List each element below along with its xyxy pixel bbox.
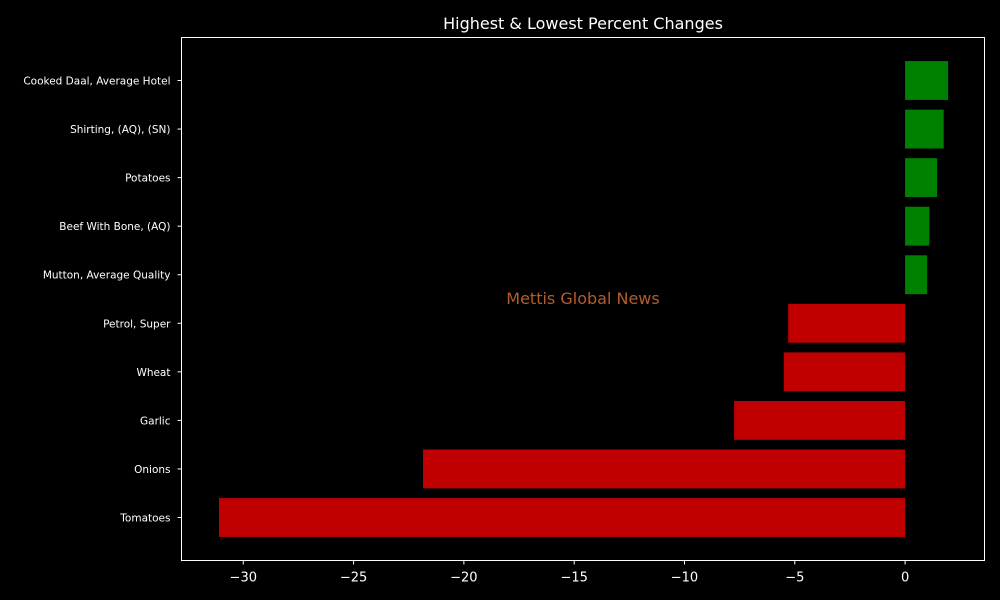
plot-frame (181, 37, 985, 561)
x-tick-label: −30 (230, 571, 257, 586)
y-tick-label: Potatoes (125, 173, 170, 185)
chart-title: Highest & Lowest Percent Changes (443, 14, 723, 33)
y-tick-label: Beef With Bone, (AQ) (59, 221, 170, 233)
y-tick-label: Petrol, Super (103, 318, 171, 330)
bar-7 (734, 400, 906, 440)
y-tick-label: Shirting, (AQ), (SN) (70, 124, 170, 136)
bar-8 (423, 449, 906, 489)
x-tick-label: −15 (560, 571, 587, 586)
bars-group (219, 61, 949, 537)
y-tick-label: Cooked Daal, Average Hotel (23, 76, 170, 88)
x-tick-label: −25 (340, 571, 367, 586)
x-tick-label: 0 (901, 571, 909, 586)
bar-4 (905, 255, 928, 295)
y-tick-label: Mutton, Average Quality (43, 270, 171, 282)
bar-3 (905, 206, 930, 246)
bar-9 (219, 498, 906, 537)
bar-1 (905, 109, 944, 149)
y-tick-label: Onions (134, 464, 170, 476)
x-tick-label: −20 (450, 571, 477, 586)
bar-6 (783, 352, 906, 392)
y-ticks-group: Cooked Daal, Average Hotel Shirting, (AQ)… (23, 76, 182, 525)
bar-0 (905, 61, 949, 100)
x-tick-label: −10 (671, 571, 698, 586)
x-tick-label: −5 (785, 571, 804, 586)
y-tick-label: Tomatoes (119, 513, 170, 525)
y-tick-label: Wheat (136, 367, 170, 379)
y-tick-label: Garlic (140, 415, 171, 427)
x-ticks-group: −30 −25 −20 −15 −10 −5 0 (230, 560, 909, 586)
bar-2 (905, 158, 938, 198)
watermark-text: Mettis Global News (506, 289, 659, 308)
bar-5 (788, 303, 906, 343)
